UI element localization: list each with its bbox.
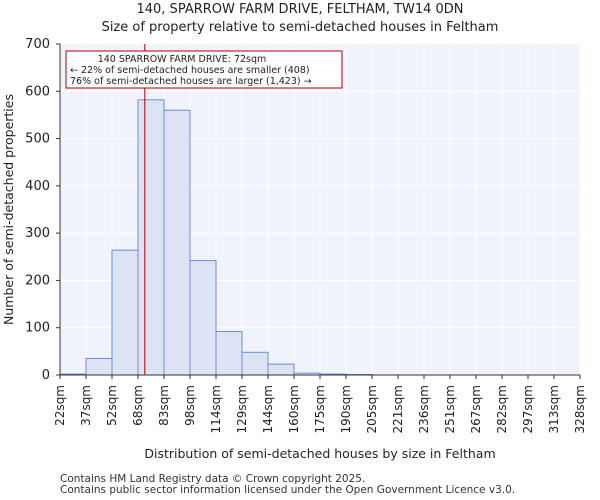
y-tick-label: 700 (25, 37, 50, 52)
y-tick-label: 100 (25, 321, 50, 336)
annotation-line-2: ← 22% of semi-detached houses are smalle… (70, 65, 310, 76)
annotation-box: 140 SPARROW FARM DRIVE: 72sqm ← 22% of s… (65, 50, 343, 89)
y-tick-label: 0 (42, 368, 50, 383)
footer-line-1: Contains HM Land Registry data © Crown c… (60, 473, 366, 485)
histogram-bar (111, 249, 139, 376)
x-tick-label: 205sqm (365, 385, 379, 433)
histogram-chart: 0 100 200 300 400 500 600 700 22sqm 37sqm 52sqm 68… (1, 37, 587, 461)
x-tick-label: 22sqm (53, 385, 67, 426)
y-axis-label: Number of semi-detached properties (1, 94, 16, 325)
histogram-bar (241, 351, 269, 376)
y-tick-label: 200 (25, 273, 50, 288)
x-tick-label: 160sqm (287, 385, 301, 433)
x-tick-label: 282sqm (495, 385, 509, 433)
y-tick-label: 400 (25, 179, 50, 194)
chart-title: 140, SPARROW FARM DRIVE, FELTHAM, TW14 0… (136, 2, 464, 17)
x-tick-label: 328sqm (573, 385, 587, 433)
footer-line-2: Contains public sector information licen… (60, 484, 516, 496)
histogram-bar (267, 363, 295, 376)
histogram-bar (189, 260, 217, 376)
histogram-bar (137, 99, 165, 376)
x-tick-label: 52sqm (105, 385, 119, 426)
x-tick-label: 297sqm (521, 385, 535, 433)
y-tick-label: 600 (25, 84, 50, 99)
x-tick-label: 221sqm (391, 385, 405, 433)
x-tick-label: 144sqm (261, 385, 275, 433)
x-tick-label: 114sqm (209, 385, 223, 433)
x-tick-label: 267sqm (469, 385, 483, 433)
x-tick-label: 251sqm (443, 385, 457, 433)
x-tick-label: 313sqm (547, 385, 561, 433)
chart-subtitle: Size of property relative to semi-detach… (101, 20, 499, 35)
y-tick-label: 500 (25, 132, 50, 147)
x-tick-label: 98sqm (183, 385, 197, 426)
histogram-bar (85, 357, 113, 376)
x-tick-label: 175sqm (313, 385, 327, 433)
x-tick-label: 68sqm (131, 385, 145, 426)
histogram-bar (215, 330, 243, 376)
y-tick-label: 300 (25, 226, 50, 241)
x-tick-label: 129sqm (235, 385, 249, 433)
x-tick-label: 37sqm (79, 385, 93, 426)
x-axis-label: Distribution of semi-detached houses by … (144, 446, 495, 461)
x-tick-label: 236sqm (417, 385, 431, 433)
annotation-line-3: 76% of semi-detached houses are larger (… (70, 76, 312, 87)
x-tick-label: 83sqm (157, 385, 171, 426)
x-tick-label: 190sqm (339, 385, 353, 433)
histogram-bar (163, 109, 191, 376)
annotation-line-1: 140 SPARROW FARM DRIVE: 72sqm (98, 54, 267, 65)
